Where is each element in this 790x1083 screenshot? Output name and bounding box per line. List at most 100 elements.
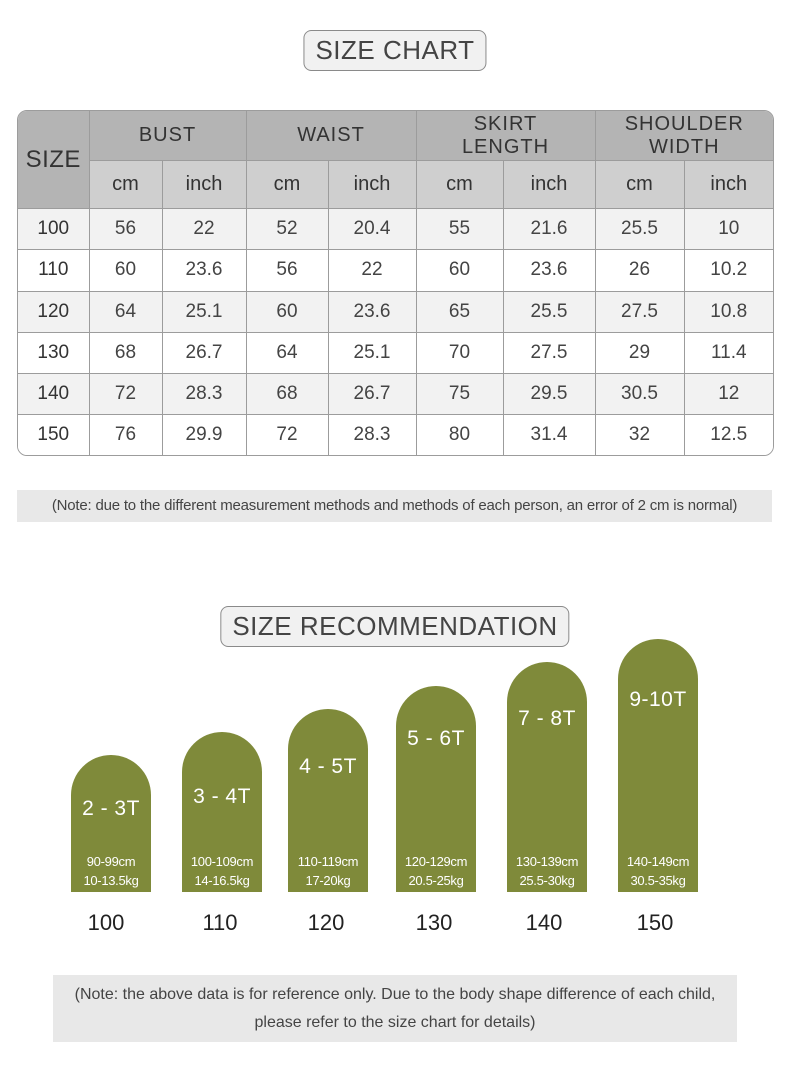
measurement-cell: 25.1 bbox=[327, 331, 417, 374]
age-range-label: 9-10T bbox=[629, 688, 687, 711]
size-table-body: 100 56 22 52 20.4 55 21.6 25.5 10 110 60 23.6 56 22 60… bbox=[18, 208, 773, 455]
table-row: 130 68 26.7 64 25.1 70 27.5 29 11.4 bbox=[18, 331, 773, 374]
height-range: 110-119cm bbox=[297, 854, 359, 869]
size-recommendation-bar: 4 - 5T 110-119cm 17-20kg bbox=[288, 709, 368, 892]
measurement-cell: 29 bbox=[594, 331, 685, 374]
table-row: 140 72 28.3 68 26.7 75 29.5 30.5 12 bbox=[18, 372, 773, 415]
age-range-label: 7 - 8T bbox=[518, 707, 576, 730]
measurement-cell: 28.3 bbox=[161, 372, 247, 415]
measurement-cell: 60 bbox=[415, 249, 504, 292]
measurement-cell: 22 bbox=[161, 208, 247, 251]
group-header-line: WAIST bbox=[297, 124, 365, 147]
size-recommendation-bar: 2 - 3T 90-99cm 10-13.5kg bbox=[71, 755, 151, 892]
group-header-line: SKIRT bbox=[473, 112, 538, 135]
height-weight-range: 130-139cm 25.5-30kg bbox=[501, 852, 593, 890]
bust-header: BUST bbox=[88, 111, 247, 162]
measurement-cell: 64 bbox=[245, 331, 329, 374]
group-header-line: LENGTH bbox=[461, 135, 550, 158]
unit-inch-header: inch bbox=[327, 160, 417, 210]
recommended-size-label: 110 bbox=[202, 910, 238, 935]
size-recommendation-bar: 5 - 6T 120-129cm 20.5-25kg bbox=[396, 686, 476, 892]
height-range: 90-99cm bbox=[86, 854, 136, 869]
measurement-cell: 26.7 bbox=[161, 331, 247, 374]
measurement-cell: 28.3 bbox=[327, 413, 417, 455]
age-range-label: 2 - 3T bbox=[82, 797, 140, 820]
height-range: 120-129cm bbox=[404, 854, 468, 869]
measurement-cell: 10.2 bbox=[683, 249, 773, 292]
table-row: 100 56 22 52 20.4 55 21.6 25.5 10 bbox=[18, 208, 773, 251]
measurement-cell: 27.5 bbox=[594, 290, 685, 333]
height-range: 100-109cm bbox=[190, 854, 254, 869]
measurement-cell: 55 bbox=[415, 208, 504, 251]
age-range-label: 3 - 4T bbox=[193, 785, 251, 808]
measurement-cell: 27.5 bbox=[502, 331, 596, 374]
size-cell: 100 bbox=[18, 208, 90, 251]
measurement-cell: 52 bbox=[245, 208, 329, 251]
recommended-size-label: 140 bbox=[525, 910, 563, 935]
weight-range: 14-16.5kg bbox=[194, 873, 250, 888]
weight-range: 20.5-25kg bbox=[408, 873, 464, 888]
measurement-cell: 11.4 bbox=[683, 331, 773, 374]
recommended-size-label: 120 bbox=[307, 910, 345, 935]
weight-range: 10-13.5kg bbox=[83, 873, 139, 888]
size-recommendation-bar: 9-10T 140-149cm 30.5-35kg bbox=[618, 639, 698, 892]
height-weight-range: 100-109cm 14-16.5kg bbox=[176, 852, 268, 890]
table-row: 120 64 25.1 60 23.6 65 25.5 27.5 10.8 bbox=[18, 290, 773, 333]
height-range: 140-149cm bbox=[626, 854, 690, 869]
measurement-cell: 60 bbox=[88, 249, 163, 292]
measurement-cell: 31.4 bbox=[502, 413, 596, 455]
recommendation-note: (Note: the above data is for reference o… bbox=[53, 975, 737, 1042]
size-recommendation-bar: 3 - 4T 100-109cm 14-16.5kg bbox=[182, 732, 262, 892]
table-row: 110 60 23.6 56 22 60 23.6 26 10.2 bbox=[18, 249, 773, 292]
height-weight-range: 120-129cm 20.5-25kg bbox=[390, 852, 482, 890]
size-recommendation-title: SIZE RECOMMENDATION bbox=[220, 606, 570, 647]
unit-inch-header: inch bbox=[502, 160, 596, 210]
measurement-cell: 25.5 bbox=[502, 290, 596, 333]
weight-range: 17-20kg bbox=[305, 873, 351, 888]
height-range: 130-139cm bbox=[515, 854, 579, 869]
age-range-label: 5 - 6T bbox=[407, 727, 465, 750]
recommended-size-label: 100 bbox=[87, 910, 125, 935]
group-header-line: SHOULDER bbox=[624, 112, 744, 135]
measurement-cell: 72 bbox=[88, 372, 163, 415]
recommendation-note-line: please refer to the size chart for detai… bbox=[254, 1014, 536, 1031]
measurement-cell: 25.5 bbox=[594, 208, 685, 251]
size-cell: 150 bbox=[18, 413, 90, 455]
size-cell: 120 bbox=[18, 290, 90, 333]
measurement-cell: 12.5 bbox=[683, 413, 773, 455]
measurement-cell: 29.5 bbox=[502, 372, 596, 415]
measurement-cell: 80 bbox=[415, 413, 504, 455]
height-weight-range: 140-149cm 30.5-35kg bbox=[612, 852, 704, 890]
measurement-cell: 25.1 bbox=[161, 290, 247, 333]
unit-cm-header: cm bbox=[594, 160, 685, 210]
unit-cm-header: cm bbox=[89, 160, 163, 210]
unit-cm-header: cm bbox=[415, 160, 504, 210]
unit-cm-header: cm bbox=[245, 160, 329, 210]
shoulder-width-header: SHOULDER WIDTH bbox=[594, 111, 773, 162]
measurement-cell: 12 bbox=[683, 372, 773, 415]
measurement-note: (Note: due to the different measurement … bbox=[17, 490, 772, 522]
group-header-line: BUST bbox=[138, 124, 197, 147]
group-header-line: WIDTH bbox=[648, 135, 720, 158]
size-cell: 130 bbox=[18, 331, 90, 374]
recommended-size-label: 130 bbox=[415, 910, 453, 935]
weight-range: 25.5-30kg bbox=[519, 873, 575, 888]
measurement-cell: 60 bbox=[245, 290, 329, 333]
table-row: 150 76 29.9 72 28.3 80 31.4 32 12.5 bbox=[18, 413, 773, 455]
measurement-cell: 22 bbox=[327, 249, 417, 292]
waist-header: WAIST bbox=[245, 111, 417, 162]
skirt-length-header: SKIRT LENGTH bbox=[415, 111, 596, 162]
measurement-cell: 32 bbox=[594, 413, 685, 455]
recommended-size-label: 150 bbox=[636, 910, 674, 935]
weight-range: 30.5-35kg bbox=[630, 873, 686, 888]
size-chart-title: SIZE CHART bbox=[303, 30, 487, 71]
measurement-cell: 21.6 bbox=[502, 208, 596, 251]
size-recommendation-bar: 7 - 8T 130-139cm 25.5-30kg bbox=[507, 662, 587, 892]
measurement-cell: 76 bbox=[88, 413, 163, 455]
height-weight-range: 110-119cm 17-20kg bbox=[282, 852, 374, 890]
measurement-cell: 72 bbox=[245, 413, 329, 455]
measurement-cell: 30.5 bbox=[594, 372, 685, 415]
age-range-label: 4 - 5T bbox=[299, 755, 357, 778]
size-column-header: SIZE bbox=[18, 111, 90, 210]
measurement-cell: 20.4 bbox=[327, 208, 417, 251]
